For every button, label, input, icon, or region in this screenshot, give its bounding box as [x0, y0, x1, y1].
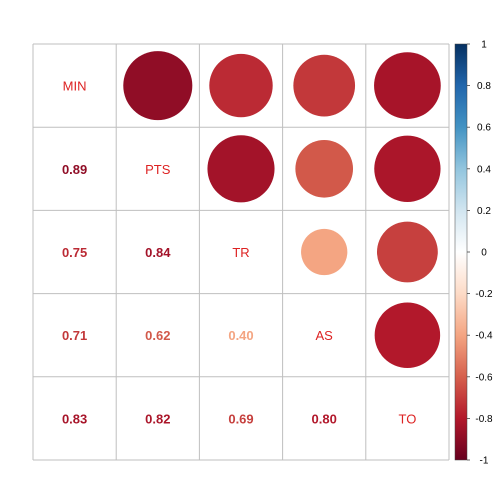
colorbar-tick-label: 0 — [481, 248, 487, 259]
correlation-circle — [374, 135, 441, 202]
correlation-circle — [123, 51, 193, 121]
correlation-circle — [374, 302, 441, 368]
colorbar-gradient — [454, 43, 468, 461]
variable-label: TO — [398, 411, 416, 426]
colorbar: 1 0.8 0.6 0.4 0.2 0 -0.2 -0.4 -0.6 -0.8 -1 — [454, 40, 493, 467]
colorbar-tick-label: -0.8 — [475, 414, 493, 425]
correlation-circle — [207, 135, 275, 203]
correlation-circle — [376, 221, 438, 283]
correlation-matrix: MIN PTS TR AS TO 0.89 0.75 0.84 0.71 0.62 0.40 0.83… — [32, 43, 450, 461]
variable-label: MIN — [63, 79, 87, 94]
correlation-value-label: 0.84 — [145, 245, 171, 260]
variable-label: TR — [232, 245, 249, 260]
colorbar-tick-label: 0.6 — [477, 123, 491, 134]
correlation-value-label: 0.40 — [228, 328, 253, 343]
correlation-circle — [293, 54, 356, 117]
correlation-circle — [374, 52, 441, 119]
colorbar-tick-label: -0.6 — [475, 372, 493, 383]
correlation-value-label: 0.71 — [62, 328, 87, 343]
colorbar-tick-label: -0.2 — [475, 289, 493, 300]
correlation-circle — [295, 139, 354, 198]
variable-label: AS — [316, 328, 334, 343]
colorbar-tick-label: -1 — [480, 456, 489, 467]
colorbar-tick-label: 0.2 — [477, 206, 491, 217]
colorbar-tick-label: 1 — [481, 40, 487, 51]
correlation-value-label: 0.82 — [145, 411, 170, 426]
colorbar-tick-label: -0.4 — [475, 331, 493, 342]
correlation-value-label: 0.62 — [145, 328, 170, 343]
correlation-circle — [209, 53, 273, 118]
variable-label: PTS — [145, 162, 171, 177]
correlation-value-label: 0.80 — [312, 411, 337, 426]
colorbar-tick-label: 0.4 — [477, 164, 491, 175]
correlation-circle — [301, 228, 348, 276]
correlation-value-label: 0.69 — [228, 411, 253, 426]
correlation-value-label: 0.83 — [62, 411, 87, 426]
colorbar-tick-label: 0.8 — [477, 81, 491, 92]
correlation-value-label: 0.75 — [62, 245, 87, 260]
correlation-value-label: 0.89 — [62, 162, 87, 177]
